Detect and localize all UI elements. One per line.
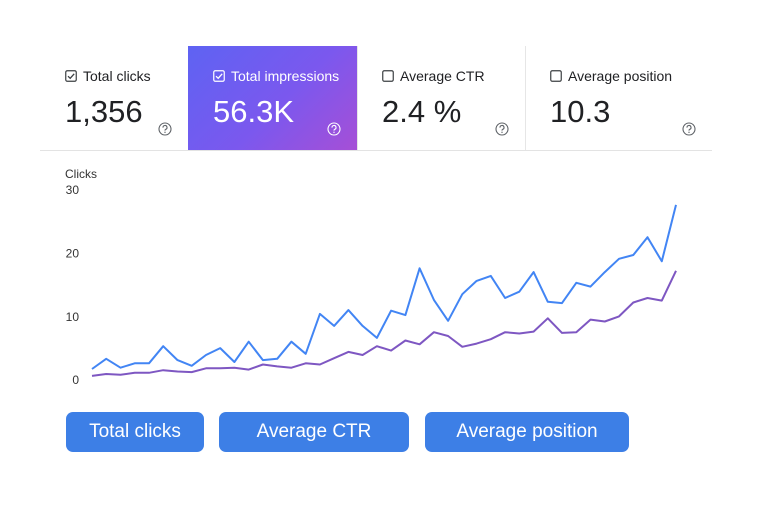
- help-icon[interactable]: [682, 122, 696, 136]
- y-tick-label: 10: [66, 310, 80, 324]
- help-icon[interactable]: [327, 122, 341, 136]
- divider: [40, 150, 712, 151]
- card-label-row: Average position: [550, 68, 672, 84]
- metric-button[interactable]: Average position: [425, 412, 629, 452]
- checkbox[interactable]: [382, 70, 394, 82]
- y-tick-label: 0: [72, 373, 79, 387]
- metric-card[interactable]: Total clicks 1,356: [40, 46, 188, 150]
- help-glyph: [331, 124, 337, 131]
- checkbox[interactable]: [213, 70, 225, 82]
- checkmark: [67, 73, 75, 80]
- help-dot: [501, 131, 503, 133]
- checkbox[interactable]: [65, 70, 77, 82]
- checkbox-box: [550, 70, 562, 82]
- metric-button[interactable]: Average CTR: [219, 412, 409, 452]
- checkbox-box: [65, 70, 77, 82]
- checkbox-box: [382, 70, 394, 82]
- card-separator: [525, 46, 526, 150]
- help-dot: [164, 131, 166, 133]
- card-value: 10.3: [550, 94, 611, 129]
- help-glyph: [499, 124, 505, 131]
- help-circle: [158, 122, 172, 136]
- help-dot: [333, 131, 335, 133]
- help-circle: [682, 122, 696, 136]
- help-glyph: [162, 124, 168, 131]
- help-glyph: [686, 124, 692, 131]
- y-tick-label: 30: [66, 183, 80, 197]
- card-label-row: Average CTR: [382, 68, 485, 84]
- metric-card[interactable]: Average position 10.3: [525, 46, 712, 150]
- checkbox-box: [213, 70, 225, 82]
- help-dot: [688, 131, 690, 133]
- metric-button[interactable]: Total clicks: [66, 412, 204, 452]
- card-label-row: Total impressions: [213, 68, 339, 84]
- data-line: [91, 204, 677, 370]
- card-label: Total clicks: [83, 68, 151, 84]
- data-line: [91, 270, 677, 377]
- card-value: 56.3K: [213, 94, 295, 129]
- help-icon[interactable]: [158, 122, 172, 136]
- metric-card[interactable]: Total impressions 56.3K: [188, 46, 357, 150]
- help-icon[interactable]: [495, 122, 509, 136]
- help-circle: [495, 122, 509, 136]
- card-value: 2.4 %: [382, 94, 462, 129]
- card-label: Total impressions: [231, 68, 340, 84]
- y-axis-label: Clicks: [65, 167, 97, 181]
- card-label: Average CTR: [400, 68, 485, 84]
- card-value: 1,356: [65, 94, 143, 129]
- help-circle: [327, 122, 341, 136]
- checkmark: [215, 73, 223, 80]
- card-label-row: Total clicks: [65, 68, 151, 84]
- checkbox[interactable]: [550, 70, 562, 82]
- card-separator: [357, 46, 358, 150]
- y-tick-label: 20: [66, 247, 80, 261]
- card-label: Average position: [568, 68, 673, 84]
- metric-card[interactable]: Average CTR 2.4 %: [357, 46, 525, 150]
